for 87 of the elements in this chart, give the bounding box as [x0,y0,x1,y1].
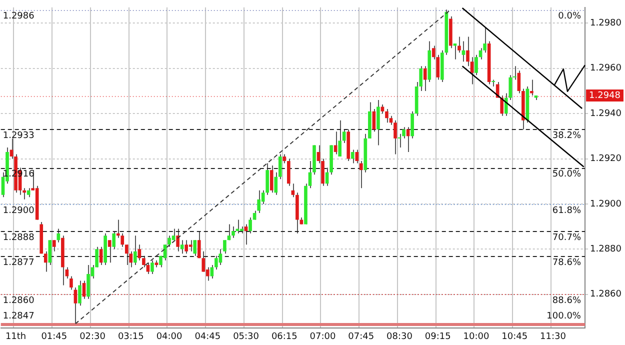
candlestick [282,154,286,164]
candlestick [270,165,274,194]
annotation: 61.8% [552,206,582,216]
x-tick-label: 07:00 [310,332,336,342]
ref-line-label: 1.2888 [2,232,35,243]
x-tick-label: 10:45 [502,332,528,342]
ref-line-label: 1.2877 [2,258,34,268]
ref-line-label: 1.2986 [2,12,35,22]
candlestick [380,104,384,114]
candlestick [78,280,82,306]
y-tick-label: 1.2980 [590,18,622,29]
candlestick [512,66,516,80]
candlestick [99,246,103,266]
candlestick [359,160,363,189]
candlestick [394,120,397,155]
x-tick-label: 08:30 [386,332,413,342]
candlestick [287,158,290,186]
candlestick [334,131,338,155]
candlestick [112,230,116,250]
x-tick-label: 03:15 [118,332,144,342]
candlestick [188,240,192,252]
candlestick [44,250,48,272]
y-tick-label: 1.2920 [590,154,622,164]
candlestick [376,100,380,146]
candlestick [197,230,201,259]
candlestick [52,240,56,252]
candlestick [423,66,427,92]
candlestick [252,210,256,220]
candlestick [74,287,78,324]
annotation: 38.2% [552,131,582,142]
candlestick [176,228,180,252]
candlestick [124,244,128,266]
candlestick [138,244,142,261]
x-tick-label: 01:45 [41,332,68,342]
candlestick [496,81,500,98]
candlestick [70,276,73,290]
annotation: 100.0% [546,312,582,322]
candlestick [244,224,248,246]
ref-line-label: 1.2933 [2,131,34,142]
annotation: 50.0% [552,170,582,180]
candlestick [398,133,402,148]
candlestick [372,108,376,132]
candlestick [150,260,154,274]
candlestick [134,235,137,266]
candlestick [218,248,222,266]
candlestick [530,79,534,96]
candlestick [108,240,112,264]
y-tick-label: 1.2960 [590,64,622,74]
candlestick [223,240,226,254]
x-tick-label: 05:30 [233,332,260,342]
x-tick-label: 10:00 [463,332,490,342]
candlestick [385,108,388,124]
candlestick [453,43,457,60]
x-tick-label: 04:00 [156,332,183,342]
candlestick [26,188,30,198]
x-tick-label: 07:45 [348,332,374,342]
candlestick [227,224,231,241]
annotation: 88.6% [552,296,582,306]
candlestick [193,240,197,256]
x-tick-label: 09:15 [424,332,451,342]
x-tick-label: 06:15 [271,332,298,342]
y-tick-label: 1.2860 [590,290,622,300]
ref-line-label: 1.2948 [589,90,621,101]
annotation: 70.7% [552,232,582,243]
candlestick [462,40,466,62]
candlestick [184,240,188,254]
candlestick [142,255,146,268]
candlestick [500,95,504,116]
annotation: 0.0% [558,12,582,22]
candlestick [168,235,171,248]
candlestick [129,250,133,268]
candlestick [355,149,359,164]
ref-line-label: 1.2847 [2,312,34,322]
y-tick-label: 1.2880 [590,244,622,254]
y-tick-label: 1.2940 [590,108,622,119]
ref-line-label: 1.2860 [2,296,35,306]
candlestick [350,149,354,164]
x-tick-label: 11th [5,332,26,342]
annotation: 78.6% [552,258,582,268]
y-tick-label: 1.2900 [590,199,622,210]
ref-line-label: 1.2900 [2,206,35,216]
candlestick [202,250,206,272]
x-tick-label: 04:45 [194,332,221,342]
x-tick-label: 02:30 [80,332,106,342]
candlestick [86,264,90,300]
candlestick [232,226,235,238]
x-tick-label: 11:30 [540,332,566,342]
